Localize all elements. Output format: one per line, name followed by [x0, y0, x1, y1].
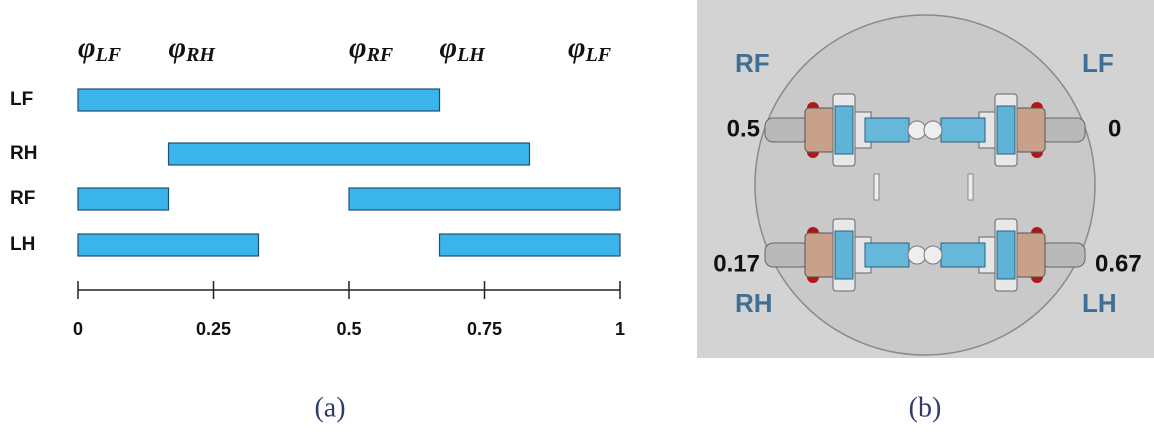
- marker: [968, 174, 973, 200]
- bar: [78, 188, 169, 210]
- phase-marker: φLF: [78, 31, 122, 66]
- body-outline: [755, 15, 1095, 355]
- caption: (a): [314, 392, 345, 423]
- x-tick-label: 1: [615, 319, 625, 339]
- bar: [169, 143, 530, 165]
- x-tick-label: 0.25: [196, 319, 231, 339]
- phase-marker: φRH: [169, 31, 217, 66]
- row-label: RH: [10, 143, 37, 164]
- robot-diagram: RF LF RH LH 0.5 0 0.17 0.67: [697, 0, 1154, 358]
- leg-phase: 0.17: [713, 250, 760, 277]
- phase-symbol: φ: [169, 31, 187, 64]
- row-label: RF: [10, 188, 35, 209]
- phase-subscript: LF: [95, 44, 122, 66]
- phase-marker: φLF: [568, 31, 612, 66]
- figure: LFRHRFLH00.250.50.751φLFφRHφRFφLHφLF (a)…: [0, 0, 1154, 439]
- x-tick-label: 0.5: [336, 319, 361, 339]
- x-tick-label: 0: [73, 319, 83, 339]
- bar: [440, 234, 620, 256]
- leg-label: LH: [1082, 288, 1117, 318]
- leg-phase: 0.67: [1095, 250, 1142, 277]
- phase-symbol: φ: [78, 31, 96, 64]
- phase-subscript: RH: [185, 44, 216, 66]
- bar: [78, 234, 258, 256]
- bar: [349, 188, 620, 210]
- bar: [78, 89, 440, 111]
- leg-label: RF: [735, 48, 770, 78]
- phase-symbol: φ: [440, 31, 458, 64]
- x-tick-label: 0.75: [467, 319, 502, 339]
- row-label: LF: [10, 89, 33, 110]
- marker: [874, 174, 879, 200]
- leg-phase: 0.5: [727, 115, 760, 142]
- phase-marker: φLH: [440, 31, 487, 66]
- phase-symbol: φ: [568, 31, 586, 64]
- phase-subscript: LF: [585, 44, 612, 66]
- phase-symbol: φ: [349, 31, 367, 64]
- phase-subscript: LH: [456, 44, 486, 66]
- leg-phase: 0: [1108, 115, 1121, 142]
- leg-label: LF: [1082, 48, 1114, 78]
- phase-marker: φRF: [349, 31, 394, 66]
- caption: (b): [909, 392, 942, 423]
- row-label: LH: [10, 234, 35, 255]
- phase-subscript: RF: [366, 44, 394, 66]
- leg-label: RH: [735, 288, 773, 318]
